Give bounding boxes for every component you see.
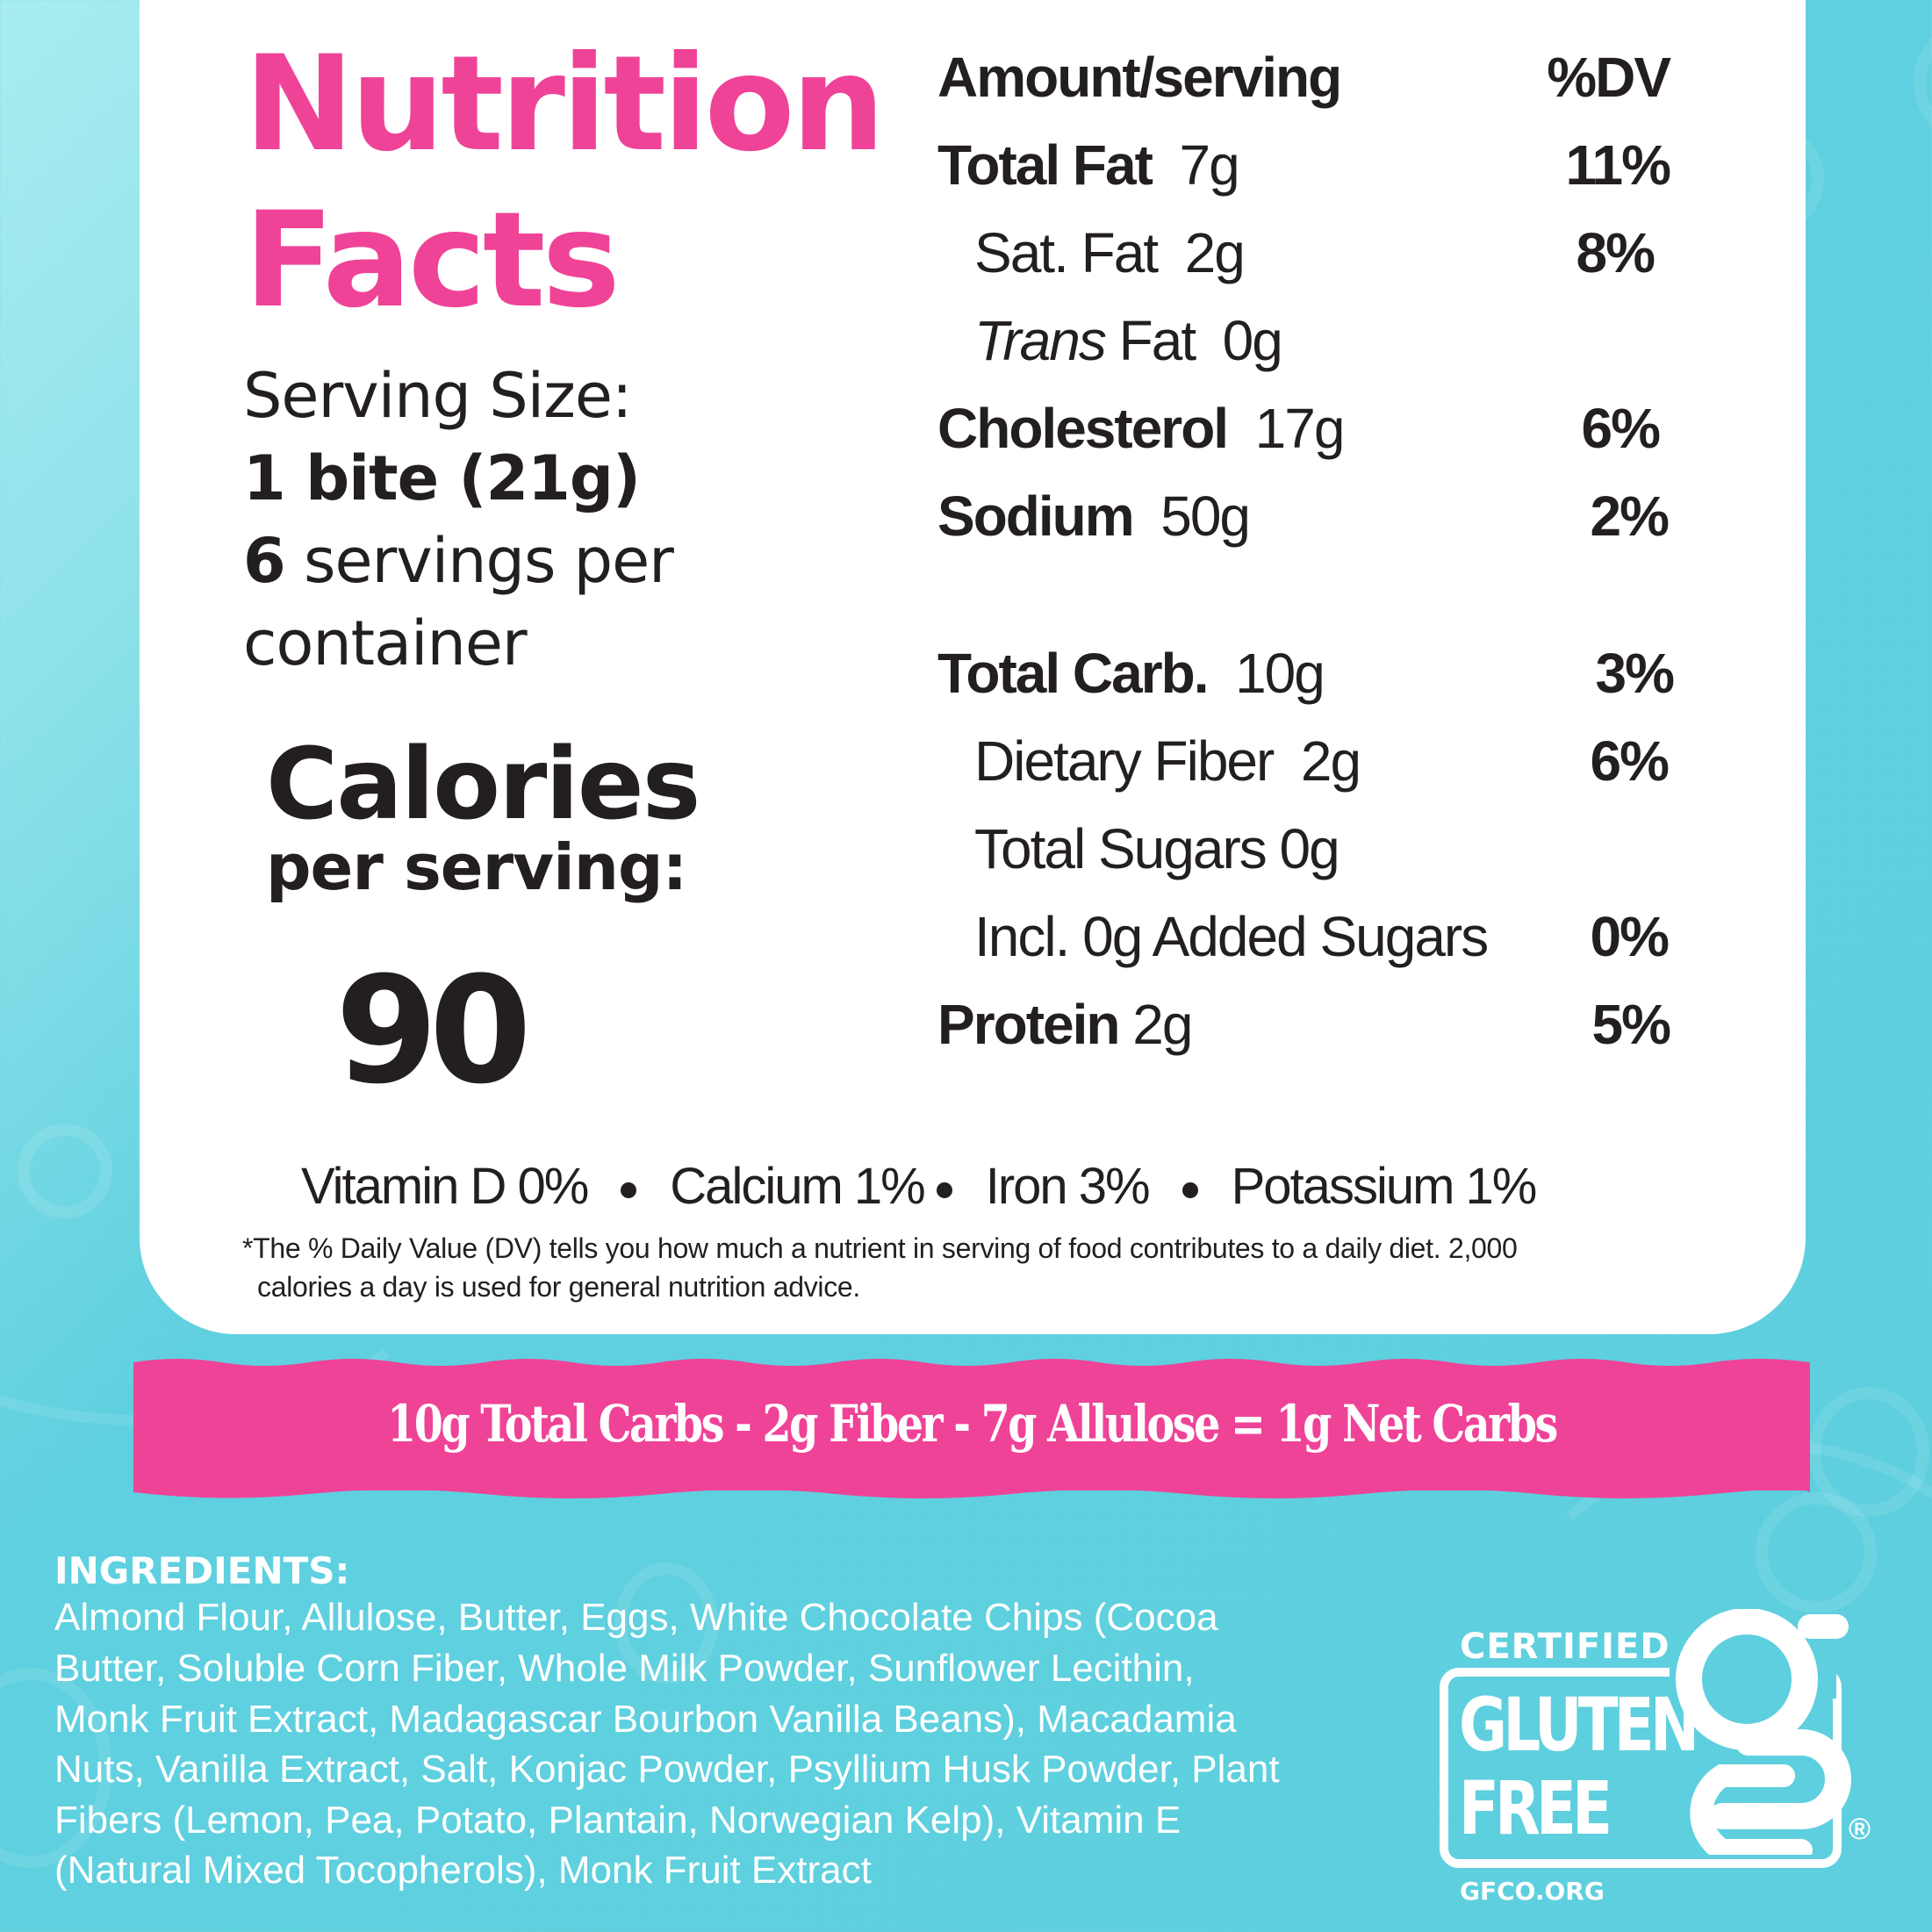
nutrition-card	[140, 0, 1806, 1334]
ingredients-line: Fibers (Lemon, Pea, Potato, Plantain, No…	[54, 1799, 1181, 1842]
nutrient-row-dietary-fiber: Dietary Fiber 2g 6%	[937, 726, 1692, 796]
serving-size-value: 1 bite (21g)	[243, 442, 641, 514]
nutrient-name: Total Fat	[937, 133, 1153, 197]
gfco-url: GFCO.ORG	[1460, 1877, 1605, 1906]
ingredients-line: Monk Fruit Extract, Madagascar Bourbon V…	[54, 1698, 1237, 1741]
nutrient-row-total-carb: Total Carb. 10g 3%	[937, 638, 1692, 708]
ingredients-line: (Natural Mixed Tocopherols), Monk Fruit …	[54, 1849, 872, 1892]
dv-footnote-line2: calories a day is used for general nutri…	[257, 1271, 861, 1303]
circle-doodle-icon	[1914, 18, 1932, 147]
free-label: FREE	[1459, 1765, 1612, 1851]
serving-size-label: Serving Size:	[243, 360, 632, 432]
nutrient-name: Dietary Fiber	[974, 729, 1275, 793]
nutrient-dv: 3%	[1595, 642, 1675, 705]
nutrient-name: Cholesterol	[937, 397, 1229, 460]
calories-label: Calories	[266, 728, 700, 842]
nutrient-amount: 7g	[1179, 133, 1239, 197]
iron: Iron 3%	[985, 1158, 1151, 1215]
nutrient-amount: 17g	[1254, 397, 1346, 460]
dv-footnote-line1: *The % Daily Value (DV) tells you how mu…	[242, 1232, 1518, 1264]
nutrient-dv: 6%	[1581, 397, 1661, 460]
servings-per-container: 6 servings per	[243, 530, 674, 592]
servings-count: 6	[243, 525, 286, 597]
nutrient-amount: 10g	[1235, 642, 1325, 705]
nutrient-name: Protein	[937, 993, 1120, 1056]
ingredients-line: Almond Flour, Allulose, Butter, Eggs, Wh…	[54, 1596, 1218, 1639]
nutrient-row-cholesterol: Cholesterol 17g 6%	[937, 393, 1692, 463]
servings-text: servings per	[284, 525, 674, 597]
nutrient-dv: 11%	[1565, 133, 1671, 197]
nutrient-name: Sodium	[937, 485, 1135, 548]
nutrient-dv: 6%	[1590, 729, 1670, 793]
nutrient-name: Sat. Fat	[974, 221, 1159, 284]
calories-per-serving-label: per serving:	[266, 830, 687, 904]
nutrient-name: Total Carb.	[937, 642, 1209, 705]
bullet-icon	[1181, 1181, 1198, 1198]
nutrient-row-added-sugars: Incl. 0g Added Sugars 0%	[937, 901, 1692, 972]
nutrient-amount: 50g	[1160, 485, 1251, 548]
nutrient-amount: 2g	[1184, 221, 1246, 284]
nutrient-name: Total Sugars	[974, 817, 1268, 880]
nutrient-row-protein: Protein 2g 5%	[937, 989, 1692, 1059]
nutrient-amount: 2g	[1300, 729, 1361, 793]
registered-mark: ®	[1849, 1813, 1871, 1846]
net-carbs-equation: 10g Total Carbs - 2g Fiber - 7g Allulose…	[387, 1394, 1558, 1454]
nutrient-name: Fat	[1104, 309, 1196, 372]
nutrient-row-total-sugars: Total Sugars 0g	[937, 814, 1692, 884]
nutrient-row-total-fat: Total Fat 7g 11%	[937, 130, 1692, 200]
ingredients-line: Nuts, Vanilla Extract, Salt, Konjac Powd…	[54, 1748, 1280, 1791]
dv-header: %DV	[1547, 46, 1671, 109]
bullet-icon	[621, 1181, 637, 1198]
vitamin-d: Vitamin D 0%	[301, 1158, 589, 1215]
gluten-free-g-icon	[1670, 1609, 1851, 1855]
nutrient-row-trans-fat: Trans Fat 0g	[937, 305, 1692, 376]
nutrient-row-sodium: Sodium 50g 2%	[937, 481, 1692, 551]
nutrient-dv: 2%	[1590, 485, 1670, 548]
gluten-label: GLUTEN	[1459, 1682, 1699, 1768]
vitamins-minerals-line: Vitamin D 0% Calcium 1% Iron 3% Potassium 1…	[301, 1157, 1538, 1216]
certified-label: CERTIFIED	[1460, 1627, 1670, 1667]
bullet-icon	[936, 1181, 952, 1198]
title-nutrition: Nutrition	[244, 28, 885, 181]
nutrient-name: Incl. 0g Added Sugars	[974, 905, 1489, 968]
wave-bottom-icon	[133, 1489, 1810, 1498]
nutrient-amount: 0g	[1222, 309, 1283, 372]
nutrient-dv: 0%	[1590, 905, 1670, 968]
certified-gluten-free-logo: CERTIFIED GLUTEN FREE ® GFCO.ORG	[1440, 1609, 1878, 1907]
ingredients-heading: INGREDIENTS:	[54, 1549, 350, 1592]
nutrient-row-sat-fat: Sat. Fat 2g 8%	[937, 218, 1692, 288]
ingredients-line: Butter, Soluble Corn Fiber, Whole Milk P…	[54, 1647, 1195, 1690]
nutrient-amount: 2g	[1132, 993, 1193, 1056]
nutrient-name-italic: Trans	[974, 309, 1107, 372]
title-facts: Facts	[244, 184, 621, 337]
nutrient-amount: 0g	[1279, 817, 1340, 880]
calories-value: 90	[335, 944, 532, 1117]
wave-top-icon	[133, 1359, 1810, 1369]
nutrient-dv: 8%	[1576, 221, 1655, 284]
servings-container-text: container	[243, 607, 528, 679]
calcium: Calcium 1%	[670, 1158, 925, 1215]
net-carbs-banner: 10g Total Carbs - 2g Fiber - 7g Allulose…	[133, 1359, 1810, 1498]
amount-per-serving-header: Amount/serving	[937, 46, 1342, 109]
nutrient-header-row: Amount/serving %DV	[937, 42, 1692, 112]
nutrient-dv: 5%	[1591, 993, 1671, 1056]
potassium: Potassium 1%	[1231, 1158, 1538, 1215]
